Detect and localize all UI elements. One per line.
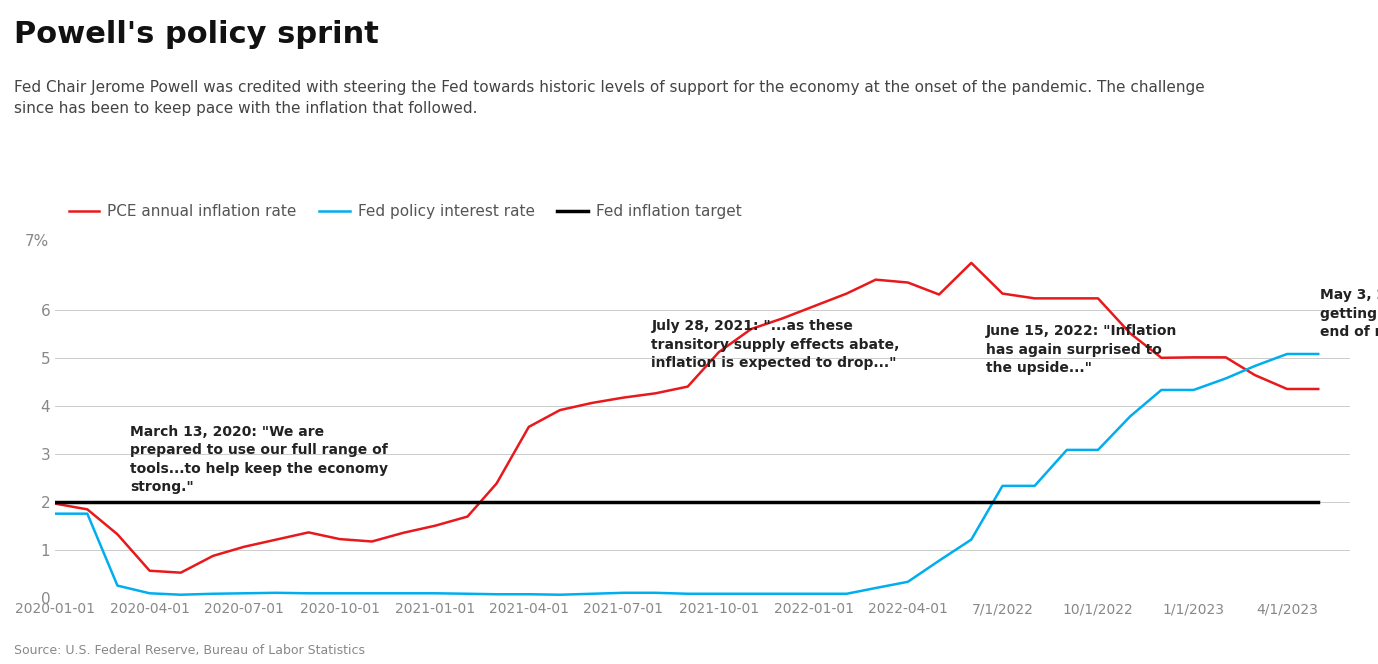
Text: Fed Chair Jerome Powell was credited with steering the Fed towards historic leve: Fed Chair Jerome Powell was credited wit… bbox=[14, 80, 1204, 116]
Text: Powell's policy sprint: Powell's policy sprint bbox=[14, 20, 379, 49]
Text: March 13, 2020: "We are
prepared to use our full range of
tools...to help keep t: March 13, 2020: "We are prepared to use … bbox=[130, 425, 389, 494]
Text: 7%: 7% bbox=[25, 234, 48, 249]
Legend: PCE annual inflation rate, Fed policy interest rate, Fed inflation target: PCE annual inflation rate, Fed policy in… bbox=[63, 198, 747, 225]
Text: May 3, 2023: "We're
getting close" to the
end of rate increases.: May 3, 2023: "We're getting close" to th… bbox=[1320, 288, 1378, 339]
Text: Source: U.S. Federal Reserve, Bureau of Labor Statistics: Source: U.S. Federal Reserve, Bureau of … bbox=[14, 644, 365, 657]
Text: June 15, 2022: "Inflation
has again surprised to
the upside...": June 15, 2022: "Inflation has again surp… bbox=[985, 324, 1177, 375]
Text: July 28, 2021: "...as these
transitory supply effects abate,
inflation is expect: July 28, 2021: "...as these transitory s… bbox=[652, 319, 900, 371]
